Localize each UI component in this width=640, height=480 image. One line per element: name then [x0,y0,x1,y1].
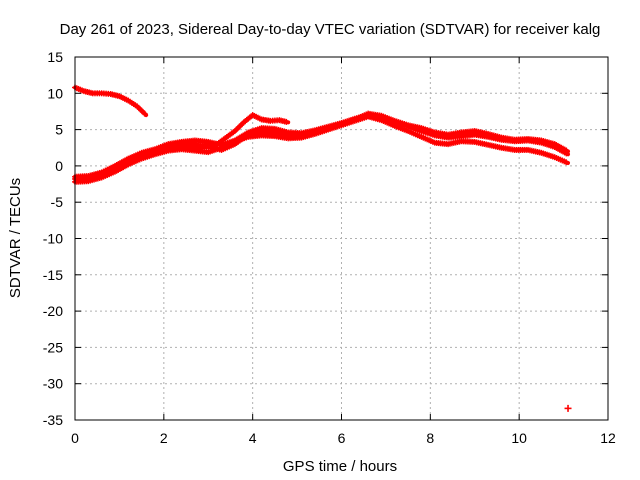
y-tick-label: 15 [47,49,63,65]
data-layer [72,84,572,412]
x-tick-label: 2 [160,430,168,446]
y-tick-label: -5 [51,194,64,210]
data-point [564,404,572,412]
y-axis-label: SDTVAR / TECUs [7,178,24,298]
grid-lines [75,57,608,420]
chart-title: Day 261 of 2023, Sidereal Day-to-day VTE… [60,21,601,38]
x-tick-label: 8 [426,430,434,446]
x-axis-label: GPS time / hours [283,458,397,475]
series-band-c [72,110,570,182]
y-tick-label: 0 [55,158,63,174]
y-tick-label: -15 [43,267,63,283]
axis-ticks: 0 2 4 6 8 10 12 15 10 5 0 -5 -10 -15 -20 -25 -30 -35 [43,49,616,446]
x-tick-label: 10 [511,430,527,446]
x-tick-label: 12 [600,430,616,446]
y-tick-label: -25 [43,339,63,355]
series-early-high [72,84,149,118]
y-tick-label: -10 [43,231,63,247]
y-tick-label: 10 [47,85,63,101]
y-tick-label: -30 [43,376,63,392]
series-band-peak [160,112,291,153]
x-tick-label: 4 [249,430,257,446]
y-tick-label: -35 [43,412,63,428]
x-tick-label: 6 [338,430,346,446]
y-tick-label: 5 [55,122,63,138]
x-tick-label: 0 [71,430,79,446]
y-tick-label: -20 [43,303,63,319]
